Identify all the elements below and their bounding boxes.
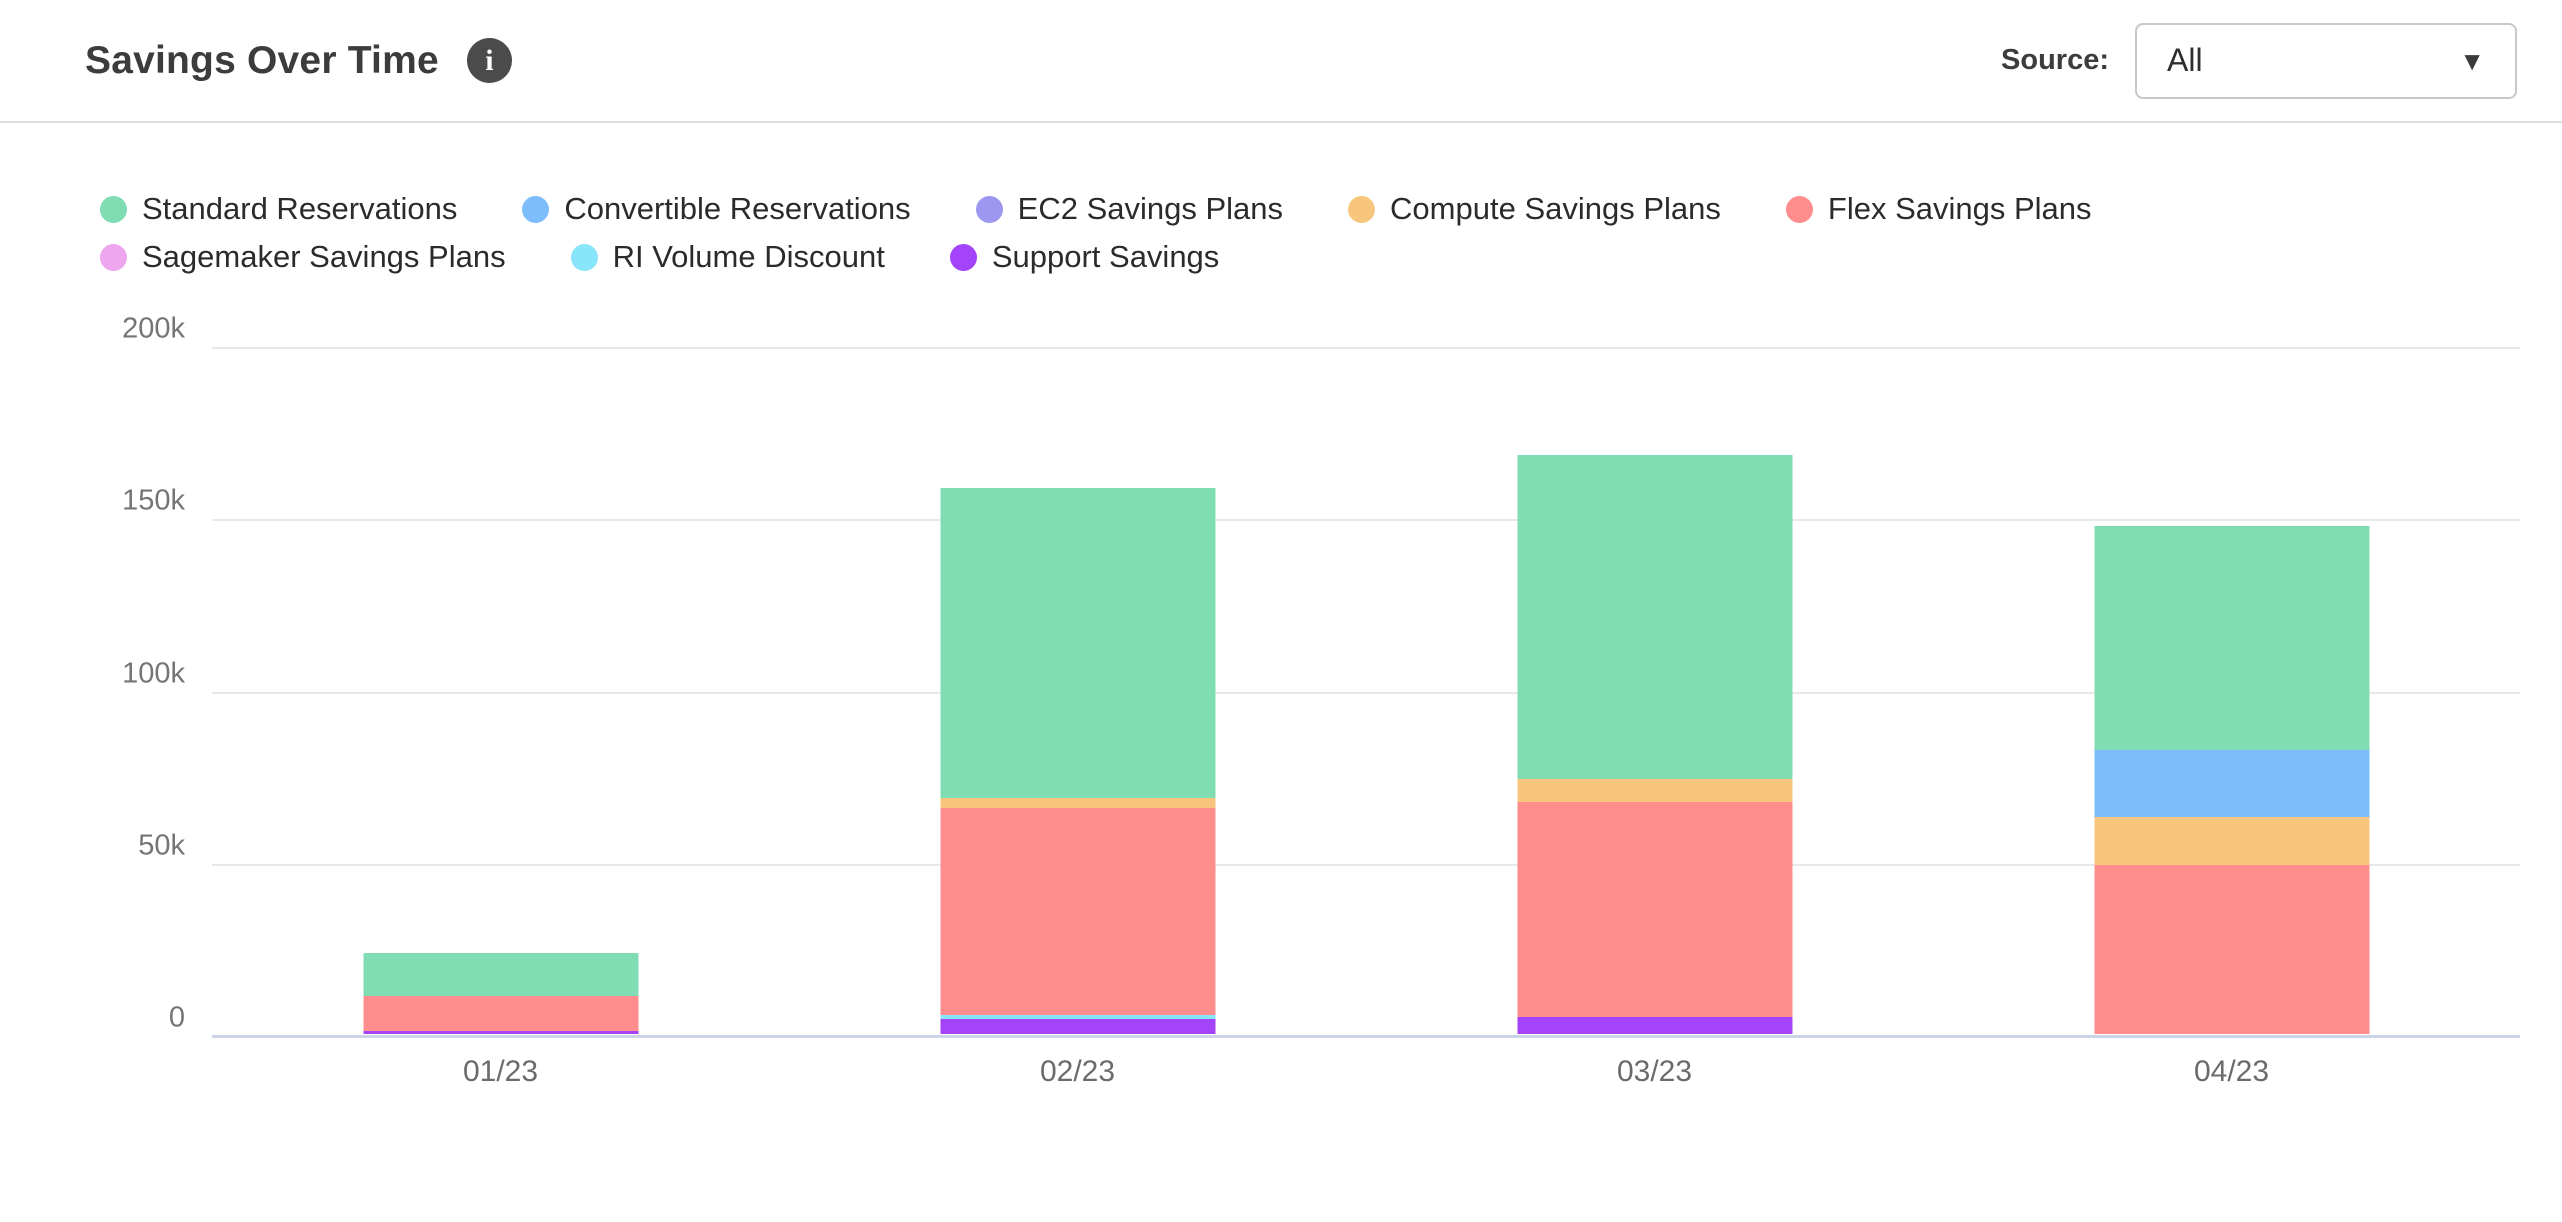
- y-tick-label: 50k: [138, 829, 185, 862]
- legend-item-ec2-savings-plans[interactable]: EC2 Savings Plans: [975, 191, 1284, 227]
- bar-segment-flex-savings-plans[interactable]: [2094, 865, 2369, 1034]
- legend-item-label: Support Savings: [991, 239, 1220, 274]
- legend-item-convertible-reservations[interactable]: Convertible Reservations: [522, 191, 911, 227]
- legend-item-label: RI Volume Discount: [612, 239, 885, 274]
- legend-item-flex-savings-plans[interactable]: Flex Savings Plans: [1785, 191, 2092, 227]
- bar-segment-ri-volume-discount[interactable]: [940, 1015, 1215, 1019]
- legend-dot-icon: [1785, 195, 1813, 223]
- bars-row: 01/23 02/23 03/23 04/23: [212, 348, 2520, 1088]
- legend-item-compute-savings-plans[interactable]: Compute Savings Plans: [1348, 191, 1721, 227]
- bar-segment-standard-reservations[interactable]: [940, 488, 1215, 799]
- x-axis-label: 01/23: [462, 1055, 539, 1088]
- y-tick-label: 150k: [122, 484, 185, 517]
- legend-item-standard-reservations[interactable]: Standard Reservations: [100, 191, 457, 227]
- bar-column-02-23: 02/23: [789, 348, 1366, 1088]
- y-tick-label: 100k: [122, 657, 185, 689]
- chevron-down-icon: ▼: [2459, 45, 2485, 76]
- bar-segment-flex-savings-plans[interactable]: [940, 808, 1215, 1016]
- legend-dot-icon: [975, 195, 1003, 223]
- plot-area: 0 50k 100k 150k 200k 01/23 02/23 03/23 04/23: [122, 313, 2520, 1088]
- gridline: [212, 519, 2520, 522]
- legend-dot-icon: [949, 243, 977, 271]
- legend-item-ri-volume-discount[interactable]: RI Volume Discount: [570, 239, 885, 275]
- gridline: [212, 691, 2520, 694]
- legend-dot-icon: [522, 195, 550, 223]
- panel-header: Savings Over Time i Source: All ▼: [0, 0, 2562, 123]
- bar-segment-compute-savings-plans[interactable]: [1517, 779, 1792, 802]
- legend-item-label: EC2 Savings Plans: [1017, 191, 1284, 226]
- bar-segment-compute-savings-plans[interactable]: [2094, 817, 2369, 866]
- bar-segment-compute-savings-plans[interactable]: [940, 798, 1215, 809]
- bar-segment-support-savings[interactable]: [940, 1018, 1215, 1034]
- x-axis-label: 03/23: [1616, 1055, 1693, 1088]
- x-axis-label: 04/23: [2193, 1055, 2270, 1088]
- stacked-bar-01-23: [363, 953, 638, 1034]
- bar-segment-standard-reservations[interactable]: [1517, 455, 1792, 780]
- page-title: Savings Over Time: [85, 38, 439, 82]
- bar-segment-flex-savings-plans[interactable]: [1517, 801, 1792, 1017]
- stacked-bar-04-23: [2094, 525, 2369, 1034]
- stacked-bar-03-23: [1517, 455, 1792, 1034]
- savings-chart: 0 50k 100k 150k 200k 01/23 02/23 03/23 04/23: [0, 313, 2520, 1128]
- bar-column-01-23: 01/23: [212, 348, 789, 1088]
- legend-dot-icon: [1348, 195, 1376, 223]
- source-label: Source:: [2001, 44, 2109, 76]
- legend-item-label: Sagemaker Savings Plans: [142, 239, 506, 274]
- bar-segment-standard-reservations[interactable]: [2094, 525, 2369, 750]
- stacked-bar-02-23: [940, 488, 1215, 1034]
- bar-column-03-23: 03/23: [1366, 348, 1943, 1088]
- bar-segment-standard-reservations[interactable]: [363, 953, 638, 997]
- gridline: [212, 863, 2520, 866]
- legend-item-sagemaker-savings-plans[interactable]: Sagemaker Savings Plans: [100, 239, 506, 275]
- y-tick-label: 0: [168, 1001, 185, 1034]
- legend-dot-icon: [570, 243, 598, 271]
- legend-item-label: Flex Savings Plans: [1827, 191, 2092, 226]
- bar-segment-support-savings[interactable]: [363, 1030, 638, 1034]
- legend-item-label: Standard Reservations: [142, 191, 458, 226]
- bar-column-04-23: 04/23: [1943, 348, 2520, 1088]
- legend-item-label: Convertible Reservations: [564, 191, 911, 226]
- bar-segment-support-savings[interactable]: [1517, 1016, 1792, 1034]
- x-axis-label: 02/23: [1039, 1055, 1116, 1088]
- bar-segment-flex-savings-plans[interactable]: [363, 996, 638, 1031]
- chart-legend: Standard Reservations Convertible Reserva…: [100, 191, 2502, 275]
- legend-dot-icon: [100, 243, 127, 271]
- bar-segment-convertible-reservations[interactable]: [2094, 749, 2369, 818]
- legend-item-label: Compute Savings Plans: [1390, 191, 1721, 226]
- x-axis-baseline: [212, 1035, 2520, 1038]
- source-dropdown-value: All: [2167, 42, 2203, 78]
- legend-item-support-savings[interactable]: Support Savings: [949, 239, 1220, 275]
- info-icon[interactable]: i: [466, 38, 512, 83]
- y-tick-label: 200k: [122, 312, 185, 345]
- legend-dot-icon: [100, 195, 127, 223]
- gridline: [212, 347, 2520, 349]
- source-dropdown[interactable]: All ▼: [2135, 22, 2517, 99]
